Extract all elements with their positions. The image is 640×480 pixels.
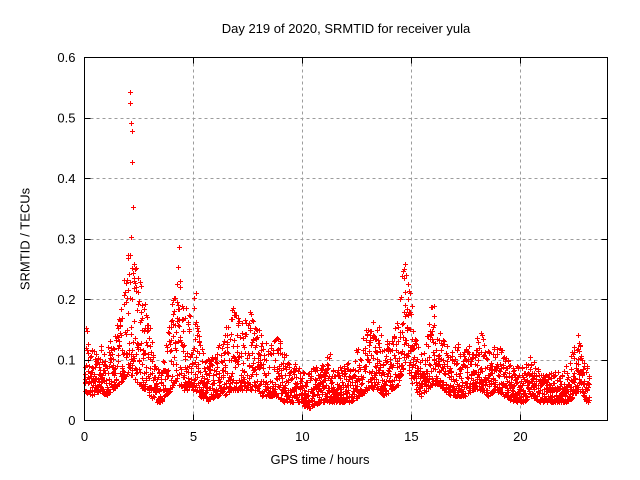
scatter-points: [83, 90, 592, 411]
axis-ticks: [84, 57, 608, 421]
y-tick-label: 0.6: [57, 50, 75, 65]
y-tick-label: 0.4: [57, 171, 75, 186]
y-tick-label: 0: [68, 413, 75, 428]
x-tick-label: 20: [513, 429, 527, 444]
y-axis-label: SRMTID / TECUs: [17, 187, 33, 291]
x-tick-label: 0: [81, 429, 88, 444]
x-axis-label: GPS time / hours: [270, 452, 370, 467]
y-tick-label: 0.3: [57, 232, 75, 247]
y-tick-label: 0.2: [57, 292, 75, 307]
chart-title: Day 219 of 2020, SRMTID for receiver yul…: [221, 21, 471, 36]
x-tick-label: 10: [295, 429, 309, 444]
y-tick-label: 0.1: [57, 353, 75, 368]
y-tick-label: 0.5: [57, 111, 75, 126]
x-tick-label: 15: [404, 429, 418, 444]
x-tick-label: 5: [190, 429, 197, 444]
grid-lines: [84, 57, 608, 421]
